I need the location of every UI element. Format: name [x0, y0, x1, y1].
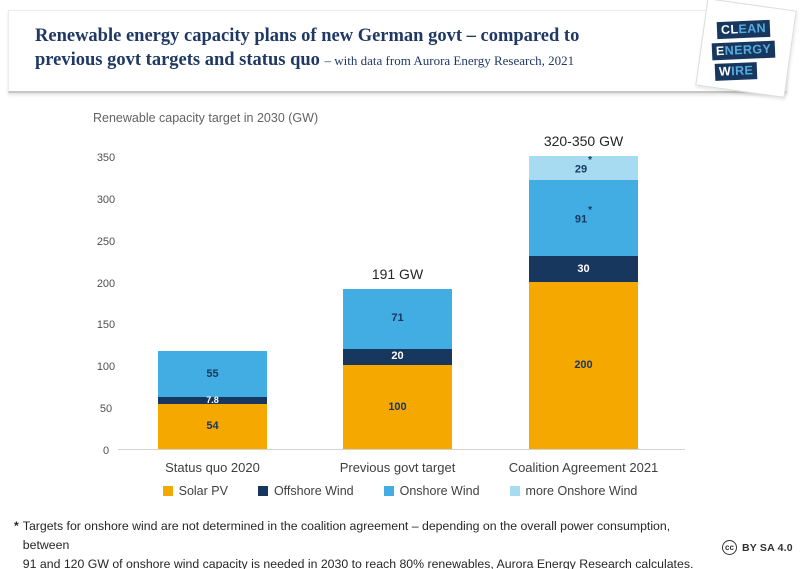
logo-word-clean: CLEAN — [716, 19, 771, 40]
legend-swatch — [509, 486, 520, 496]
logo-word-wire: WIRE — [714, 62, 758, 81]
legend-item-solar-pv: Solar PV — [162, 484, 228, 498]
bar-total-label: 320-350 GW — [543, 133, 624, 149]
y-tick-label: 100 — [96, 361, 116, 374]
segment-solar-pv: 54 — [158, 403, 267, 449]
header-card: Renewable energy capacity plans of new G… — [8, 10, 787, 93]
logo-lead: W — [718, 64, 732, 79]
segment-value-label: 55 — [206, 367, 219, 380]
segment-offshore-wind: 20 — [343, 348, 452, 366]
footnote-line-1: Targets for onshore wind are not determi… — [22, 519, 671, 552]
legend-item-offshore-wind: Offshore Wind — [257, 484, 354, 498]
page-title: Renewable energy capacity plans of new G… — [35, 24, 685, 73]
segment-value-label: 7.8 — [206, 395, 219, 406]
legend-label: Onshore Wind — [399, 484, 480, 498]
x-axis-label: Previous govt target — [339, 460, 456, 475]
y-axis: 0 50 100 150 200 250 300 350 — [88, 152, 124, 457]
legend: Solar PV Offshore Wind Onshore Wind more On… — [0, 484, 800, 498]
segment-onshore-wind: 71 — [343, 289, 452, 349]
bar-coalition-agreement-2021: 200 30 91* 29* — [529, 154, 638, 449]
legend-label: Solar PV — [178, 484, 228, 498]
cc-icon: cc — [722, 540, 737, 555]
y-tick-label: 350 — [96, 152, 116, 164]
legend-swatch — [162, 486, 173, 496]
legend-swatch — [257, 486, 268, 496]
footnote-marker: * — [14, 519, 19, 533]
logo-rest: EAN — [738, 21, 767, 37]
x-axis-baseline — [118, 448, 685, 450]
legend-label: Offshore Wind — [273, 484, 354, 498]
subtitle: – with data from Aurora Energy Research,… — [324, 53, 575, 68]
segment-value-label: 30 — [577, 262, 590, 275]
footnote: * Targets for onshore wind are not deter… — [14, 517, 714, 569]
title-line-1: Renewable energy capacity plans of new G… — [35, 26, 580, 46]
segment-value-label: 20 — [391, 350, 404, 363]
segment-solar-pv: 200 — [529, 281, 638, 449]
logo-rest: NERGY — [724, 41, 772, 58]
cc-license-label: BY SA 4.0 — [742, 541, 793, 554]
segment-value-label: 200 — [574, 358, 593, 371]
segment-value-label: 71 — [391, 312, 404, 325]
segment-onshore-wind: 91* — [529, 180, 638, 257]
y-tick-label: 0 — [102, 445, 110, 457]
logo-lead: CL — [720, 22, 739, 37]
segment-value-label: 54 — [206, 419, 219, 432]
logo-rest: IRE — [730, 63, 754, 79]
legend-swatch — [383, 486, 394, 496]
segment-value-label: 91* — [574, 205, 593, 226]
segment-solar-pv: 100 — [343, 365, 452, 449]
segment-more-onshore-wind: 29* — [529, 154, 638, 181]
segment-value-label: 29* — [574, 154, 593, 176]
y-tick-label: 200 — [96, 277, 116, 290]
legend-item-more-onshore-wind: more Onshore Wind — [509, 484, 638, 498]
legend-item-onshore-wind: Onshore Wind — [383, 484, 480, 498]
y-tick-label: 50 — [99, 403, 113, 416]
cc-license: cc BY SA 4.0 — [722, 540, 793, 555]
logo-word-energy: ENERGY — [711, 40, 776, 61]
x-axis-label: Coalition Agreement 2021 — [508, 460, 659, 475]
footnote-text: Targets for onshore wind are not determi… — [23, 517, 714, 569]
bar-previous-govt-target: 100 20 71 — [343, 289, 452, 449]
footnote-line-2: 91 and 120 GW of onshore wind capacity i… — [22, 557, 694, 569]
y-tick-label: 150 — [96, 319, 116, 332]
segment-offshore-wind: 7.8 — [158, 395, 267, 406]
segment-offshore-wind: 30 — [529, 256, 638, 282]
bar-total-label: 191 GW — [371, 266, 424, 283]
title-line-2: previous govt targets and status quo — [35, 50, 320, 70]
bar-status-quo-2020: 54 7.8 55 — [158, 351, 267, 449]
y-tick-label: 300 — [96, 193, 116, 206]
chart-axis-title: Renewable capacity target in 2030 (GW) — [93, 111, 319, 125]
x-axis-label: Status quo 2020 — [165, 460, 260, 475]
segment-onshore-wind: 55 — [158, 351, 267, 398]
plot-area: 54 7.8 55 Status quo 2020 100 20 71 191 GW Previ… — [118, 133, 685, 475]
y-tick-label: 250 — [96, 235, 116, 248]
segment-value-label: 100 — [388, 400, 407, 413]
legend-label: more Onshore Wind — [525, 484, 638, 498]
